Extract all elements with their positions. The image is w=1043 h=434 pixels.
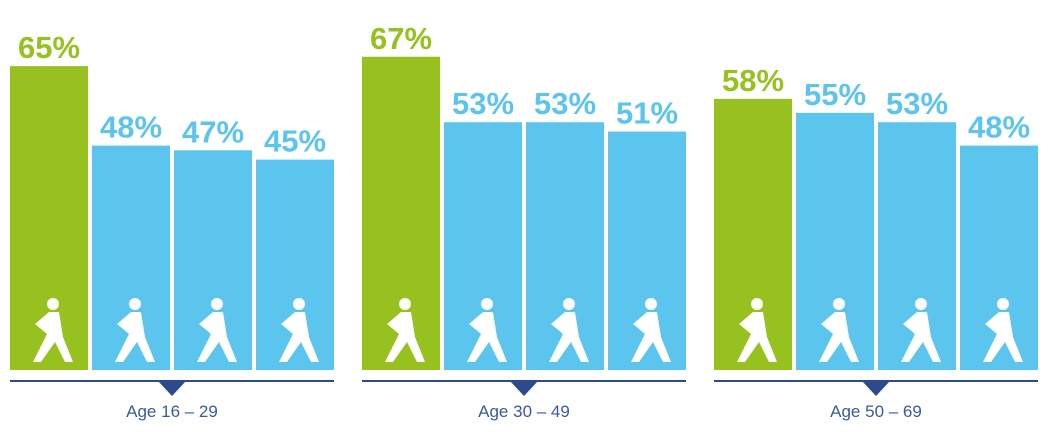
value-label: 67% — [370, 21, 432, 56]
value-label: 65% — [18, 30, 80, 65]
value-label: 48% — [968, 110, 1030, 145]
value-label: 53% — [452, 86, 514, 121]
icon-body — [549, 312, 589, 362]
icon-body — [901, 312, 941, 362]
icon-body — [983, 312, 1023, 362]
icon-body — [737, 312, 777, 362]
icon-head — [47, 298, 59, 310]
group-label: Age 50 – 69 — [830, 402, 922, 421]
value-label: 53% — [886, 86, 948, 121]
value-label: 58% — [722, 63, 784, 98]
icon-body — [197, 312, 237, 362]
group-label: Age 30 – 49 — [478, 402, 570, 421]
value-label: 48% — [100, 110, 162, 145]
icon-head — [211, 298, 223, 310]
axis-pointer — [510, 381, 538, 396]
icon-body — [33, 312, 73, 362]
icon-head — [915, 298, 927, 310]
value-label: 53% — [534, 86, 596, 121]
icon-body — [467, 312, 507, 362]
icon-body — [819, 312, 859, 362]
value-label: 45% — [264, 124, 326, 159]
icon-body — [385, 312, 425, 362]
value-label: 47% — [182, 114, 244, 149]
value-label: 55% — [804, 77, 866, 112]
icon-head — [129, 298, 141, 310]
icon-head — [293, 298, 305, 310]
icon-head — [751, 298, 763, 310]
icon-body — [115, 312, 155, 362]
group-label: Age 16 – 29 — [126, 402, 218, 421]
axis-pointer — [158, 381, 186, 396]
axis-pointer — [862, 381, 890, 396]
icon-head — [399, 298, 411, 310]
icon-head — [481, 298, 493, 310]
icon-body — [279, 312, 319, 362]
icon-head — [997, 298, 1009, 310]
icon-head — [645, 298, 657, 310]
icon-head — [563, 298, 575, 310]
icon-head — [833, 298, 845, 310]
value-label: 51% — [616, 96, 678, 131]
icon-body — [631, 312, 671, 362]
